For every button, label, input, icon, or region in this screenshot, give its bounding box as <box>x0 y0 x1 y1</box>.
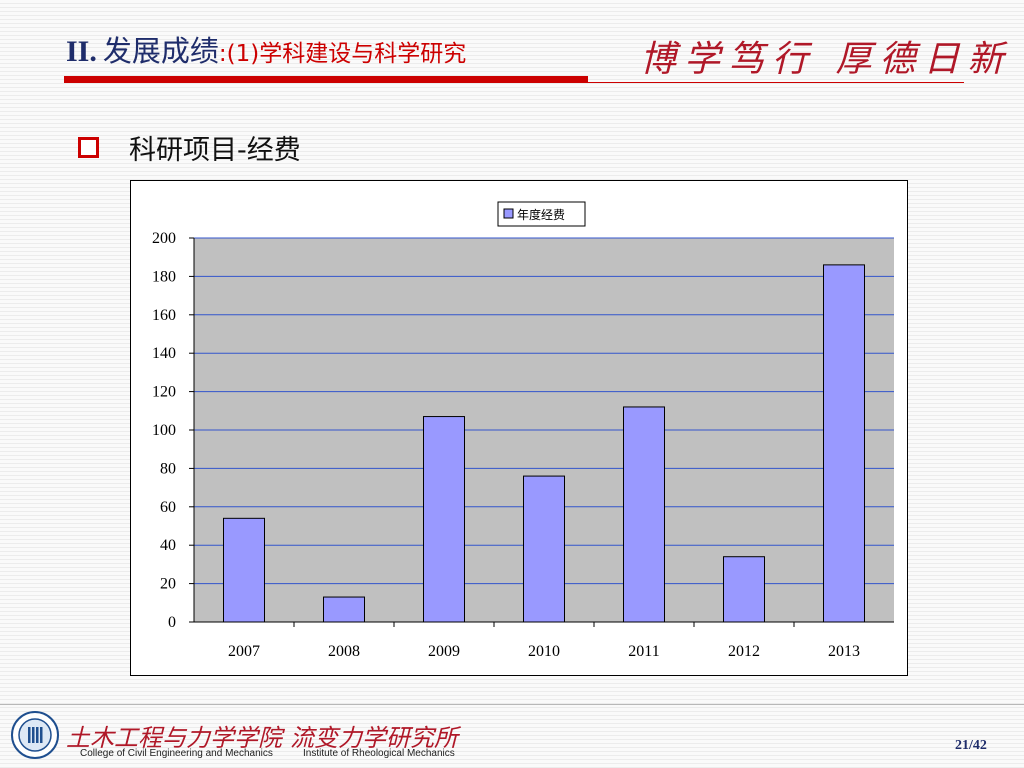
calligraphy-motto: 博学笃行 厚德日新 <box>640 39 1012 80</box>
bar <box>423 416 465 623</box>
title-thin-line <box>588 82 964 83</box>
bar <box>223 517 265 623</box>
x-tick-label: 2012 <box>728 643 760 660</box>
x-tick-label: 2008 <box>328 643 360 660</box>
footer-divider <box>0 704 1024 705</box>
slide-title: II. 发展成绩 :(1)学科建设与科学研究 <box>66 28 466 72</box>
college-name-cn: 土木工程与力学学院 <box>66 724 282 752</box>
bar <box>623 406 665 623</box>
title-red-bar <box>64 76 588 83</box>
y-tick-label: 200 <box>152 230 176 247</box>
y-tick-label: 40 <box>160 537 176 554</box>
y-tick-label: 0 <box>168 614 176 631</box>
title-subtitle: :(1)学科建设与科学研究 <box>218 41 467 67</box>
x-tick-label: 2007 <box>228 643 260 660</box>
bar <box>523 475 565 623</box>
bar-chart: 0 20 40 60 80 100 120 140 160 180 200 2007 2008 2009 2… <box>152 201 894 660</box>
page-number: 21/42 <box>955 738 987 753</box>
y-tick-label: 60 <box>160 499 176 516</box>
bullet-item: 科研项目-经费 <box>78 128 301 167</box>
college-name-en: College of Civil Engineering and Mechani… <box>80 748 273 759</box>
y-tick-label: 180 <box>152 268 176 285</box>
y-tick-label: 160 <box>152 307 176 324</box>
x-tick-label: 2009 <box>428 643 460 660</box>
chart-frame: 0 20 40 60 80 100 120 140 160 180 200 2007 2008 2009 2… <box>130 180 908 676</box>
y-tick-label: 120 <box>152 384 176 401</box>
bar <box>723 556 765 623</box>
x-tick-label: 2013 <box>828 643 860 660</box>
bar <box>323 596 365 623</box>
y-tick-label: 80 <box>160 460 176 477</box>
legend-label: 年度经费 <box>517 207 565 222</box>
university-logo-icon <box>11 711 59 759</box>
y-tick-label: 100 <box>152 422 176 439</box>
y-tick-label: 140 <box>152 345 176 362</box>
title-main: 发展成绩 <box>102 34 219 68</box>
x-tick-label: 2010 <box>528 643 560 660</box>
title-roman-numeral: II. <box>66 35 97 68</box>
bar <box>823 264 865 623</box>
square-bullet-icon <box>78 137 99 158</box>
bullet-text: 科研项目-经费 <box>129 135 301 166</box>
legend: 年度经费 <box>497 201 586 227</box>
x-tick-label: 2011 <box>628 643 659 660</box>
institute-name-en: Institute of Rheological Mechanics <box>303 748 455 759</box>
y-tick-label: 20 <box>160 576 176 593</box>
institute-name-cn: 流变力学研究所 <box>290 724 458 752</box>
legend-swatch <box>503 208 514 219</box>
